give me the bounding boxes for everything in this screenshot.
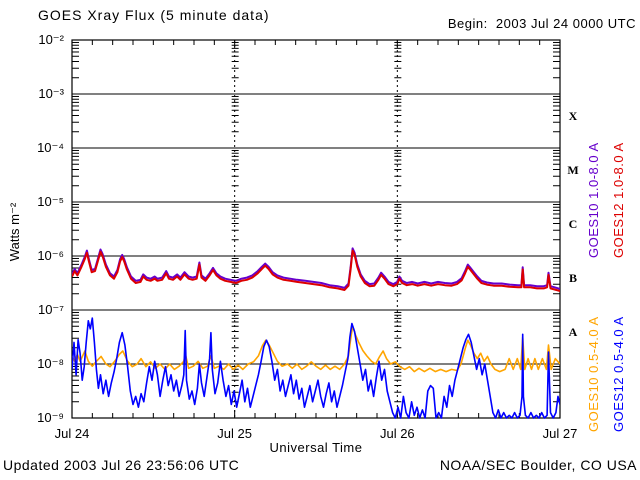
x-tick-label: Jul 25	[217, 426, 252, 441]
y-tick-label: 10⁻⁹	[37, 410, 64, 425]
flare-class-m: M	[567, 162, 579, 177]
x-tick-label: Jul 27	[542, 426, 578, 441]
updated-timestamp: Updated 2003 Jul 26 23:56:06 UTC	[3, 457, 240, 473]
series-goes12-0-5-4-0-a	[72, 317, 560, 419]
x-axis-label: Universal Time	[269, 440, 363, 455]
y-tick-label: 10⁻⁷	[37, 302, 64, 317]
legend-goes10-0-5-4-0-a: GOES10 0.5-4.0 A	[586, 316, 601, 432]
plot-frame	[71, 39, 561, 419]
legend-goes10-1-0-8-0-a: GOES10 1.0-8.0 A	[586, 142, 601, 258]
legend-goes12-0-5-4-0-a: GOES12 0.5-4.0 A	[611, 316, 626, 432]
chart-title: GOES Xray Flux (5 minute data)	[38, 7, 270, 23]
y-tick-label: 10⁻²	[38, 32, 64, 47]
flare-class-x: X	[568, 108, 578, 123]
x-tick-label: Jul 26	[379, 426, 415, 441]
flare-class-a: A	[568, 324, 578, 339]
y-tick-label: 10⁻⁵	[37, 194, 64, 209]
flare-class-c: C	[568, 216, 578, 231]
y-tick-label: 10⁻⁶	[37, 248, 64, 263]
y-tick-label: 10⁻⁴	[37, 140, 64, 155]
source-attribution: NOAA/SEC Boulder, CO USA	[439, 457, 637, 473]
flare-class-b: B	[568, 270, 577, 285]
series-goes12-1-0-8-0-a	[72, 249, 560, 293]
series-goes10-1-0-8-0-a	[72, 247, 560, 290]
x-tick-label: Jul 24	[54, 426, 90, 441]
begin-timestamp: Begin: 2003 Jul 24 0000 UTC	[447, 16, 636, 31]
y-tick-label: 10⁻³	[38, 86, 64, 101]
legend-goes12-1-0-8-0-a: GOES12 1.0-8.0 A	[611, 142, 626, 258]
y-tick-label: 10⁻⁸	[37, 356, 64, 371]
series-goes10-0-5-4-0-a	[72, 325, 560, 373]
